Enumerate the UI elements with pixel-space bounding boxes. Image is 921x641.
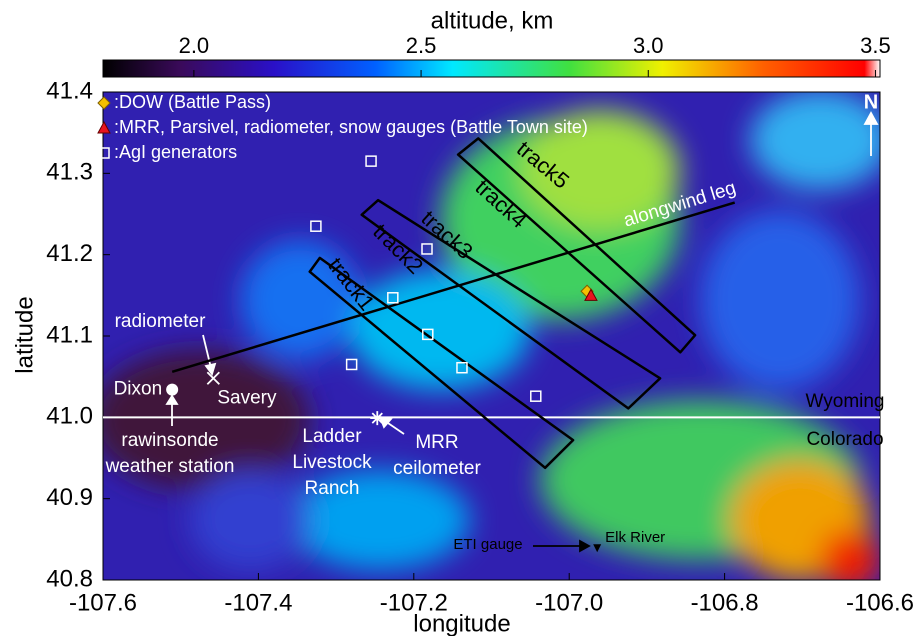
x-tick-label: -106.6 xyxy=(846,589,914,616)
colorbar-tick-label: 2.5 xyxy=(406,33,437,58)
annotation: Livestock xyxy=(292,452,372,473)
x-tick-label: -107.2 xyxy=(380,589,448,616)
y-tick-label: 41.1 xyxy=(46,321,93,348)
y-tick-label: 41.2 xyxy=(46,240,93,267)
annotation: Ladder xyxy=(302,426,362,447)
site-marker xyxy=(370,411,384,425)
annotation: ETI gauge xyxy=(453,536,522,553)
site-label: Elk River xyxy=(605,529,665,546)
y-tick-label: 41.3 xyxy=(46,159,93,186)
y-tick-label: 40.8 xyxy=(46,565,93,592)
annotation: Wyoming xyxy=(805,391,884,412)
site-label: Dixon xyxy=(114,379,163,400)
legend-label: :DOW (Battle Pass) xyxy=(114,92,271,112)
x-tick-label: -107.6 xyxy=(69,589,137,616)
y-tick-label: 40.9 xyxy=(46,484,93,511)
y-axis-label: latitude xyxy=(11,296,38,373)
colorbar-title: altitude, km xyxy=(431,7,554,34)
annotation: Colorado xyxy=(806,429,883,450)
colorbar-tick-label: 2.0 xyxy=(179,33,210,58)
map-figure: altitude, km longitude latitude 2.02.53.… xyxy=(0,0,921,636)
terrain xyxy=(90,90,890,590)
site-marker xyxy=(166,384,178,396)
annotation: ceilometer xyxy=(393,458,481,479)
annotation: N xyxy=(864,91,878,113)
annotation: MRR xyxy=(415,432,458,453)
colorbar-tick-label: 3.5 xyxy=(860,33,891,58)
annotation: Ranch xyxy=(305,478,360,499)
colorbar-tick-label: 3.0 xyxy=(633,33,664,58)
x-tick-label: -107.0 xyxy=(535,589,603,616)
legend-label: :MRR, Parsivel, radiometer, snow gauges … xyxy=(114,117,588,137)
legend-label: :AgI generators xyxy=(114,142,237,162)
annotation: rawinsonde xyxy=(121,430,218,451)
y-tick-label: 41.4 xyxy=(46,77,93,104)
x-tick-label: -107.4 xyxy=(224,589,292,616)
x-tick-label: -106.8 xyxy=(691,589,759,616)
annotation: radiometer xyxy=(115,311,206,332)
y-tick-label: 41.0 xyxy=(46,403,93,430)
site-label: Savery xyxy=(217,387,277,408)
annotation: weather station xyxy=(105,456,235,477)
colorbar xyxy=(103,60,880,77)
